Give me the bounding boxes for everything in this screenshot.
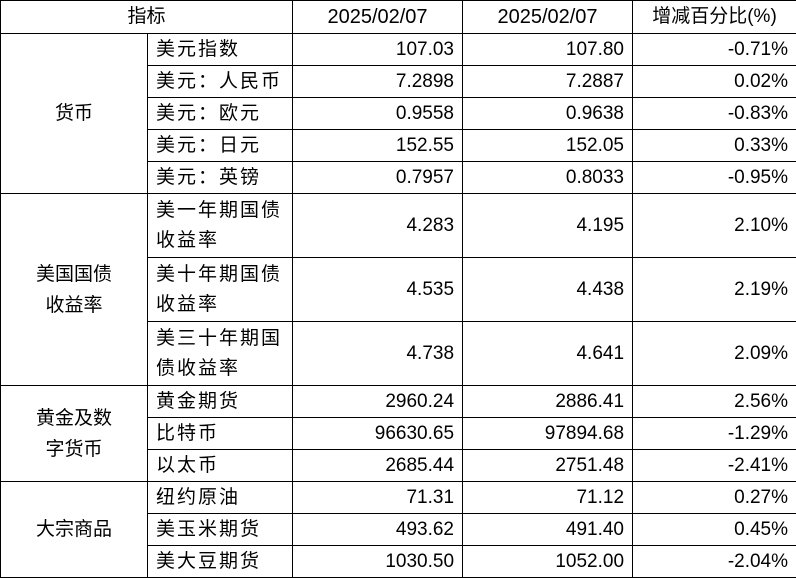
value-date2: 0.8033 (462, 161, 634, 194)
change-percent: 2.19% (632, 257, 796, 322)
value-date2: 1052.00 (462, 545, 634, 578)
value-date1: 152.55 (292, 129, 464, 162)
group-label: 美国国债收益率 (0, 193, 148, 386)
table-row: 美元：人民币 7.2898 7.2887 0.02% (1, 65, 796, 98)
header-row: 指标 2025/02/07 2025/02/07 增减百分比(%) (0, 0, 796, 34)
indicator-name: 美三十年期国债收益率 (146, 321, 294, 386)
value-date1: 107.03 (292, 33, 464, 66)
value-date2: 491.40 (462, 513, 634, 546)
change-percent: -2.04% (632, 545, 796, 578)
table-row: 美大豆期货 1030.50 1052.00 -2.04% (1, 545, 796, 578)
indicator-name: 比特币 (146, 417, 294, 450)
header-date2: 2025/02/07 (462, 0, 634, 34)
value-date2: 7.2887 (462, 65, 634, 98)
value-date1: 71.31 (292, 481, 464, 514)
table-row: 比特币 96630.65 97894.68 -1.29% (1, 417, 796, 450)
change-percent: 0.02% (632, 65, 796, 98)
change-percent: 2.56% (632, 385, 796, 418)
value-date1: 0.7957 (292, 161, 464, 194)
table-row: 美十年期国债收益率 4.535 4.438 2.19% (1, 257, 796, 322)
change-percent: -0.71% (632, 33, 796, 66)
indicator-name: 黄金期货 (146, 385, 294, 418)
table-row: 美元：日元 152.55 152.05 0.33% (1, 129, 796, 162)
value-date2: 0.9638 (462, 97, 634, 130)
table-row: 美元：英镑 0.7957 0.8033 -0.95% (1, 161, 796, 194)
indicator-name: 美元：日元 (146, 129, 294, 162)
value-date2: 4.438 (462, 257, 634, 322)
indicator-name: 美元：英镑 (146, 161, 294, 194)
indicator-name: 美元：欧元 (146, 97, 294, 130)
value-date2: 4.641 (462, 321, 634, 386)
indicator-name: 美元：人民币 (146, 65, 294, 98)
value-date2: 2886.41 (462, 385, 634, 418)
indicator-name: 纽约原油 (146, 481, 294, 514)
indicator-name: 美玉米期货 (146, 513, 294, 546)
table-row: 货币 美元指数 107.03 107.80 -0.71% (0, 33, 796, 194)
indicator-name: 美一年期国债收益率 (146, 193, 294, 258)
change-percent: 0.33% (632, 129, 796, 162)
header-change: 增减百分比(%) (632, 0, 796, 34)
indicator-name: 以太币 (146, 449, 294, 482)
change-percent: 2.09% (632, 321, 796, 386)
value-date1: 7.2898 (292, 65, 464, 98)
change-percent: 0.27% (632, 481, 796, 514)
value-date1: 4.535 (292, 257, 464, 322)
change-percent: -2.41% (632, 449, 796, 482)
value-date1: 4.738 (292, 321, 464, 386)
value-date1: 4.283 (292, 193, 464, 258)
indicator-name: 美十年期国债收益率 (146, 257, 294, 322)
value-date1: 0.9558 (292, 97, 464, 130)
change-percent: 2.10% (632, 193, 796, 258)
table-row: 美玉米期货 493.62 491.40 0.45% (1, 513, 796, 546)
value-date1: 493.62 (292, 513, 464, 546)
value-date2: 152.05 (462, 129, 634, 162)
value-date1: 96630.65 (292, 417, 464, 450)
value-date2: 2751.48 (462, 449, 634, 482)
table-row: 黄金及数字货币 黄金期货 2960.24 2886.41 2.56% (0, 385, 796, 482)
value-date1: 1030.50 (292, 545, 464, 578)
header-indicator: 指标 (0, 0, 294, 34)
value-date2: 71.12 (462, 481, 634, 514)
group-label: 黄金及数字货币 (0, 385, 148, 482)
group-label: 大宗商品 (0, 481, 148, 578)
indicator-name: 美元指数 (146, 33, 294, 66)
indicator-name: 美大豆期货 (146, 545, 294, 578)
group-label: 货币 (0, 33, 148, 194)
value-date1: 2685.44 (292, 449, 464, 482)
table-row: 以太币 2685.44 2751.48 -2.41% (1, 449, 796, 482)
header-date1: 2025/02/07 (292, 0, 464, 34)
table-row: 美国国债收益率 美一年期国债收益率 4.283 4.195 2.10% (0, 193, 796, 386)
table-row: 美元：欧元 0.9558 0.9638 -0.83% (1, 97, 796, 130)
change-percent: 0.45% (632, 513, 796, 546)
value-date2: 97894.68 (462, 417, 634, 450)
value-date2: 107.80 (462, 33, 634, 66)
change-percent: -1.29% (632, 417, 796, 450)
change-percent: -0.83% (632, 97, 796, 130)
value-date2: 4.195 (462, 193, 634, 258)
table-row: 大宗商品 纽约原油 71.31 71.12 0.27% (0, 481, 796, 578)
change-percent: -0.95% (632, 161, 796, 194)
value-date1: 2960.24 (292, 385, 464, 418)
